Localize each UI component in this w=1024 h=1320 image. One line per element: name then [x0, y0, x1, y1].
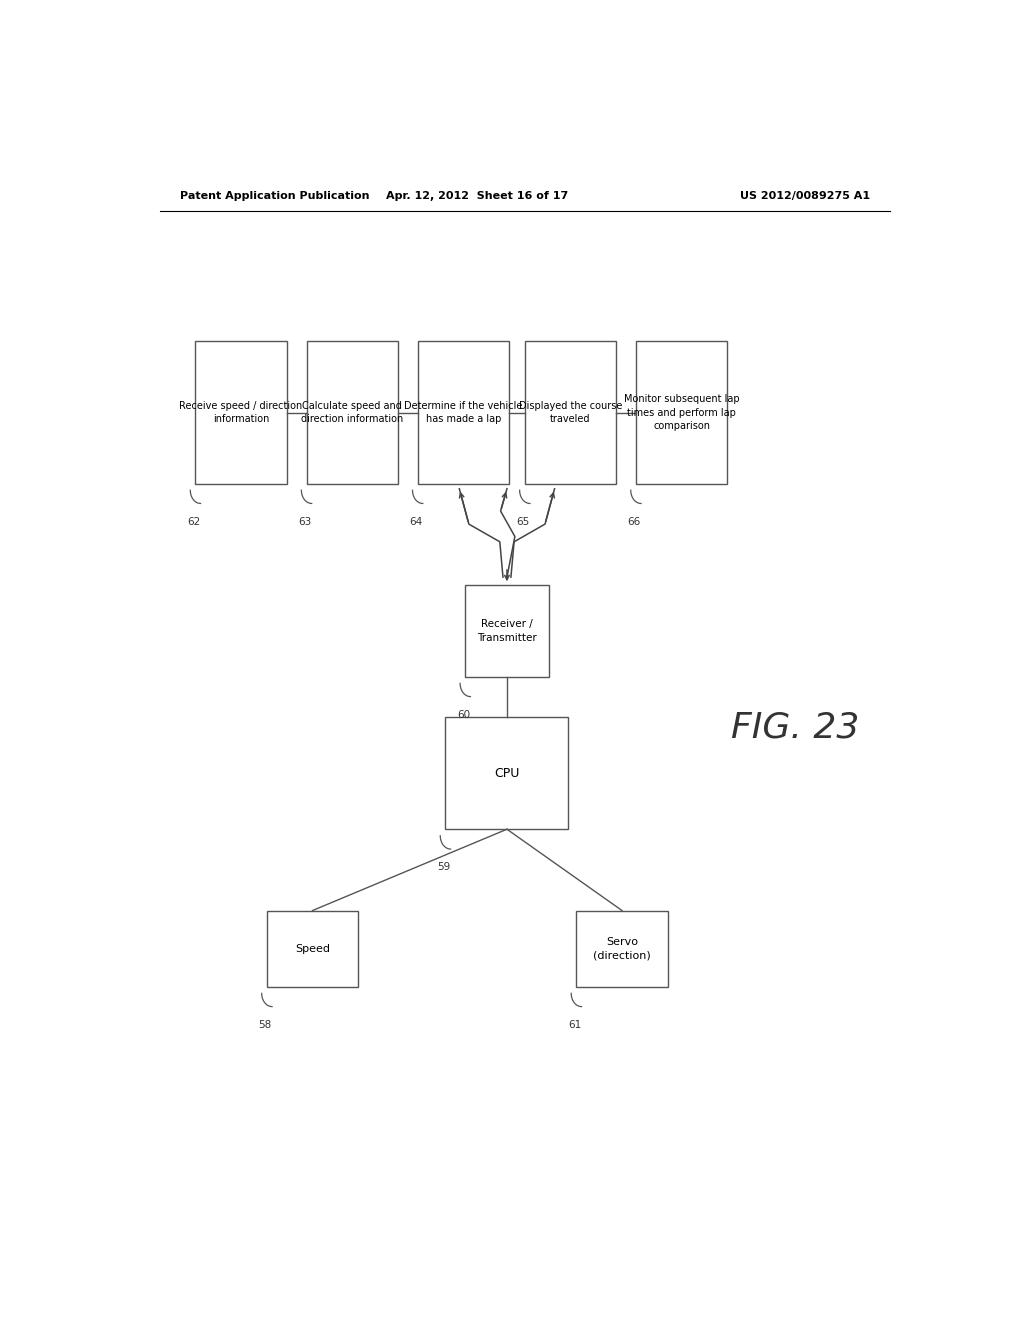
Text: Speed: Speed	[295, 944, 330, 953]
Text: 59: 59	[437, 862, 451, 873]
Text: Apr. 12, 2012  Sheet 16 of 17: Apr. 12, 2012 Sheet 16 of 17	[386, 191, 568, 201]
Text: 64: 64	[410, 516, 423, 527]
FancyBboxPatch shape	[577, 911, 668, 987]
FancyBboxPatch shape	[465, 585, 549, 677]
Text: 61: 61	[568, 1020, 582, 1030]
FancyBboxPatch shape	[418, 342, 509, 483]
FancyBboxPatch shape	[306, 342, 397, 483]
Text: 60: 60	[457, 710, 470, 719]
Text: 58: 58	[259, 1020, 272, 1030]
FancyBboxPatch shape	[524, 342, 616, 483]
Text: 62: 62	[187, 516, 201, 527]
Text: 66: 66	[628, 516, 641, 527]
Text: FIG. 23: FIG. 23	[731, 710, 859, 744]
Text: Determine if the vehicle
has made a lap: Determine if the vehicle has made a lap	[404, 401, 522, 424]
Text: US 2012/0089275 A1: US 2012/0089275 A1	[740, 191, 870, 201]
FancyBboxPatch shape	[267, 911, 358, 987]
Text: Patent Application Publication: Patent Application Publication	[179, 191, 369, 201]
Text: Servo
(direction): Servo (direction)	[593, 937, 651, 960]
Text: CPU: CPU	[495, 767, 519, 780]
Text: 63: 63	[298, 516, 311, 527]
FancyBboxPatch shape	[445, 718, 568, 829]
Text: Calculate speed and
direction information: Calculate speed and direction informatio…	[301, 401, 403, 424]
Text: Monitor subsequent lap
times and perform lap
comparison: Monitor subsequent lap times and perform…	[624, 395, 739, 430]
Text: Receiver /
Transmitter: Receiver / Transmitter	[477, 619, 537, 643]
FancyBboxPatch shape	[636, 342, 727, 483]
Text: 65: 65	[516, 516, 529, 527]
Text: Receive speed / direction
information: Receive speed / direction information	[179, 401, 303, 424]
FancyBboxPatch shape	[196, 342, 287, 483]
Text: Displayed the course
traveled: Displayed the course traveled	[519, 401, 623, 424]
